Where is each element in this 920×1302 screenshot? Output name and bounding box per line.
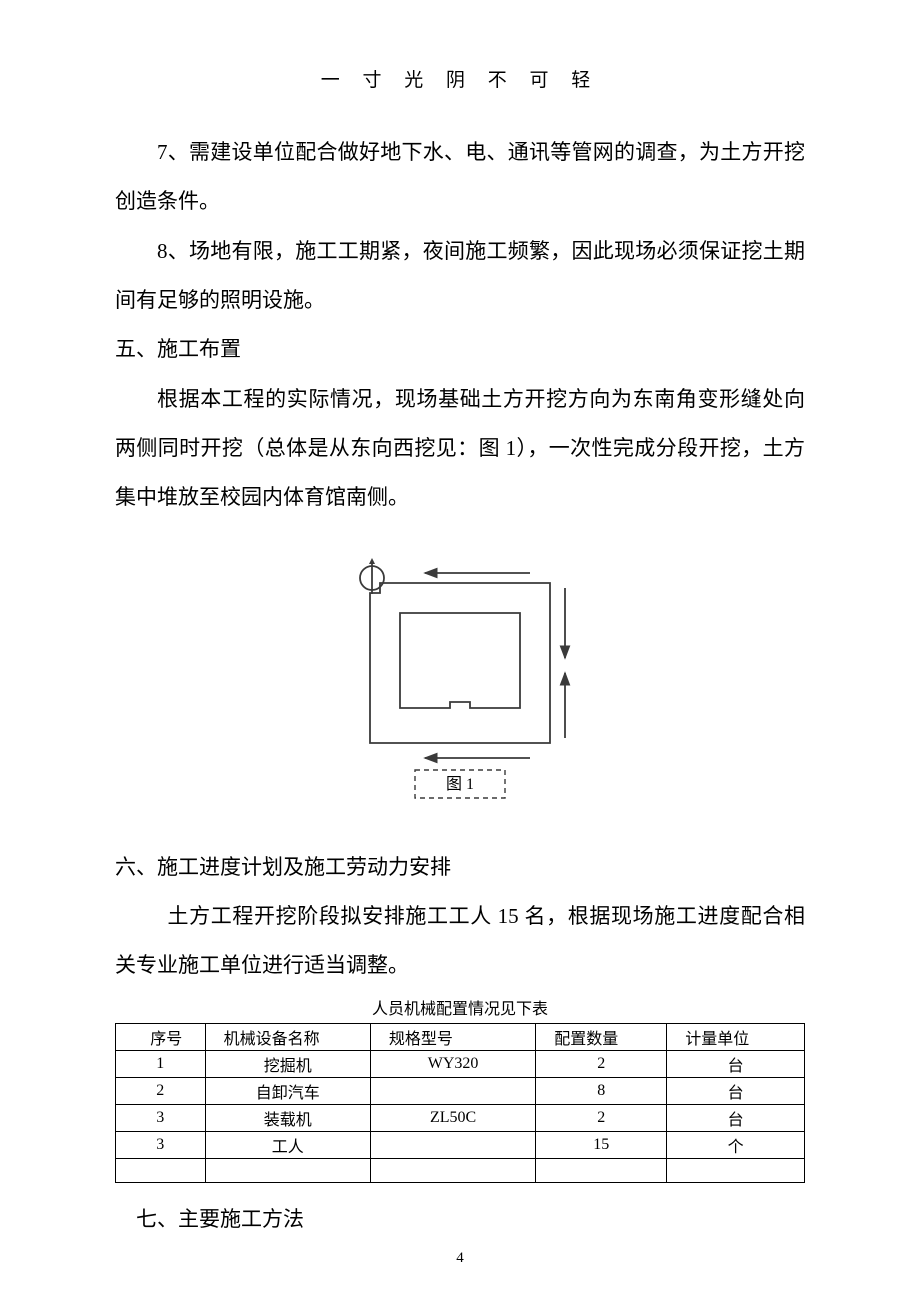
section-7-heading: 七、主要施工方法 xyxy=(115,1195,805,1244)
table-cell: 台 xyxy=(667,1050,805,1077)
section-5-body: 根据本工程的实际情况，现场基础土方开挖方向为东南角变形缝处向两侧同时开挖（总体是… xyxy=(115,375,805,523)
th-model: 规格型号 xyxy=(370,1023,535,1050)
figure-1-svg: 图 1 xyxy=(330,558,590,808)
table-cell: WY320 xyxy=(370,1050,535,1077)
section-6-heading: 六、施工进度计划及施工劳动力安排 xyxy=(115,843,805,892)
table-cell xyxy=(116,1158,206,1182)
table-cell xyxy=(370,1077,535,1104)
table-row xyxy=(116,1158,805,1182)
page-header: 一 寸 光 阴 不 可 轻 xyxy=(115,65,805,92)
table-cell xyxy=(370,1158,535,1182)
th-index: 序号 xyxy=(116,1023,206,1050)
table-cell: 2 xyxy=(116,1077,206,1104)
table-caption: 人员机械配置情况见下表 xyxy=(115,995,805,1019)
paragraph-8: 8、场地有限，施工工期紧，夜间施工频繁，因此现场必须保证挖土期间有足够的照明设施… xyxy=(115,227,805,326)
section-6-body: 土方工程开挖阶段拟安排施工工人 15 名，根据现场施工进度配合相关专业施工单位进… xyxy=(115,892,805,991)
table-row: 1挖掘机WY3202台 xyxy=(116,1050,805,1077)
table-cell: 工人 xyxy=(205,1131,370,1158)
table-cell: 挖掘机 xyxy=(205,1050,370,1077)
svg-text:图 1: 图 1 xyxy=(446,776,474,793)
table-cell: 3 xyxy=(116,1131,206,1158)
table-cell: 装载机 xyxy=(205,1104,370,1131)
table-row: 2自卸汽车 8台 xyxy=(116,1077,805,1104)
table-header-row: 序号 机械设备名称 规格型号 配置数量 计量单位 xyxy=(116,1023,805,1050)
th-unit: 计量单位 xyxy=(667,1023,805,1050)
table-cell: 个 xyxy=(667,1131,805,1158)
table-cell xyxy=(536,1158,667,1182)
table-cell: 2 xyxy=(536,1104,667,1131)
table-cell xyxy=(205,1158,370,1182)
table-cell: 3 xyxy=(116,1104,206,1131)
document-page: 一 寸 光 阴 不 可 轻 7、需建设单位配合做好地下水、电、通讯等管网的调查，… xyxy=(0,0,920,1284)
table-row: 3工人 15个 xyxy=(116,1131,805,1158)
table-cell: 自卸汽车 xyxy=(205,1077,370,1104)
table-body: 1挖掘机WY3202台2自卸汽车8台3装载机ZL50C2台3工人15个 xyxy=(116,1050,805,1182)
table-cell xyxy=(667,1158,805,1182)
table-cell: 15 xyxy=(536,1131,667,1158)
table-cell: 1 xyxy=(116,1050,206,1077)
figure-1-container: 图 1 xyxy=(115,558,805,808)
figure-1: 图 1 xyxy=(330,558,590,808)
table-cell: ZL50C xyxy=(370,1104,535,1131)
section-5-heading: 五、施工布置 xyxy=(115,325,805,374)
page-number: 4 xyxy=(0,1250,920,1267)
table-cell: 2 xyxy=(536,1050,667,1077)
table-cell xyxy=(370,1131,535,1158)
table-row: 3装载机ZL50C2台 xyxy=(116,1104,805,1131)
th-equipment: 机械设备名称 xyxy=(205,1023,370,1050)
paragraph-7: 7、需建设单位配合做好地下水、电、通讯等管网的调查，为土方开挖创造条件。 xyxy=(115,128,805,227)
th-qty: 配置数量 xyxy=(536,1023,667,1050)
table-cell: 8 xyxy=(536,1077,667,1104)
equipment-table: 序号 机械设备名称 规格型号 配置数量 计量单位 1挖掘机WY3202台2自卸汽… xyxy=(115,1023,805,1183)
table-cell: 台 xyxy=(667,1077,805,1104)
table-cell: 台 xyxy=(667,1104,805,1131)
